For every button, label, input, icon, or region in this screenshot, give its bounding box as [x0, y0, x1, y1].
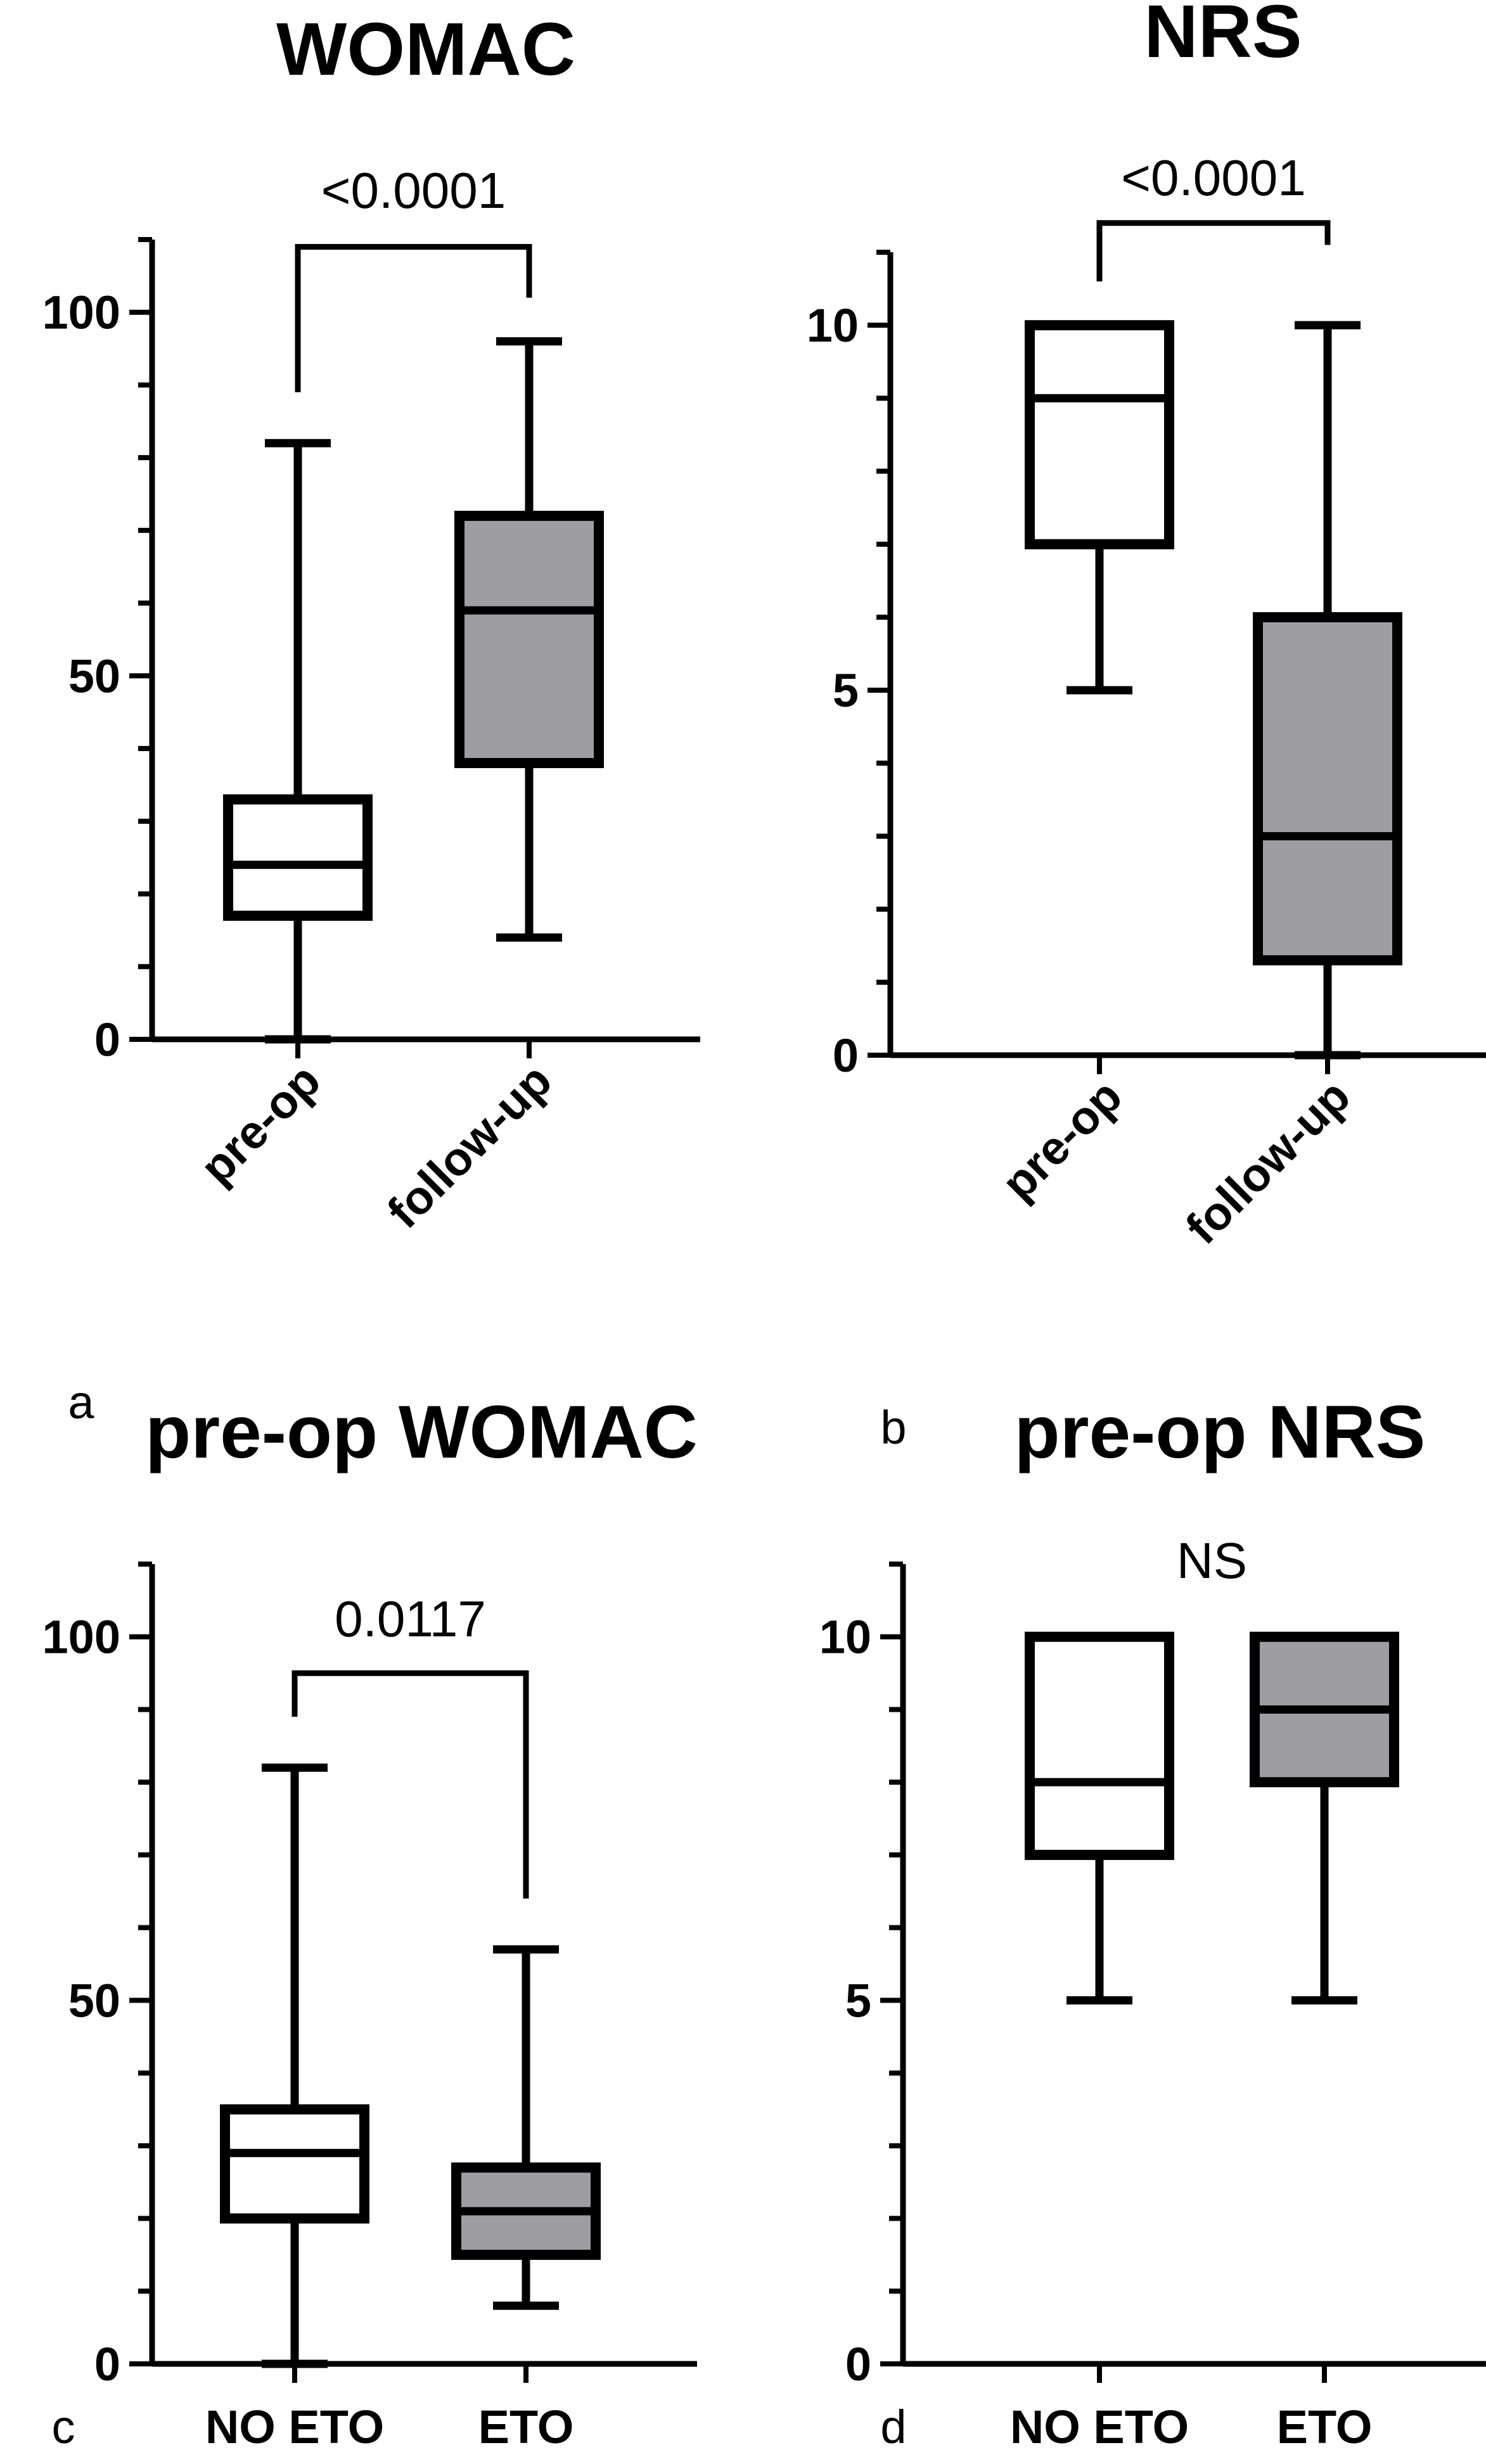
panel-label-b: b: [880, 1401, 906, 1454]
box-pre-op: pre-op: [992, 320, 1174, 1210]
y-tick-label: 100: [42, 286, 120, 339]
iqr-box: [1025, 1631, 1174, 1860]
y-tick-label: 100: [42, 1611, 120, 1664]
iqr-box: [223, 794, 373, 921]
y-tick-label: 0: [94, 2338, 120, 2390]
p-value-label: NS: [1177, 1532, 1247, 1589]
significance-bracket: [295, 243, 532, 392]
y-tick-label: 0: [94, 1013, 120, 1066]
chart-title: pre-op NRS: [1015, 1390, 1426, 1474]
chart-panel-1: WOMAC 0 50 100 pre-op follow-up <0.0001: [42, 8, 700, 1238]
category-label: follow-up: [377, 1054, 561, 1238]
chart-title: NRS: [1144, 0, 1302, 74]
significance-bracket: [291, 1670, 529, 1899]
box-follow-up: follow-up: [377, 337, 604, 1238]
category-label: ETO: [478, 2401, 574, 2453]
panel-label-c: c: [52, 2401, 75, 2453]
y-tick-label: 0: [845, 2338, 871, 2390]
category-label: follow-up: [1175, 1070, 1360, 1254]
category-label: NO ETO: [205, 2401, 384, 2453]
iqr-box: [454, 510, 604, 769]
p-value-label: 0.0117: [335, 1591, 486, 1647]
iqr-box: [220, 2104, 369, 2224]
chart-title: pre-op WOMAC: [145, 1390, 698, 1474]
category-label: pre-op: [992, 1070, 1132, 1210]
p-value-label: <0.0001: [321, 162, 506, 219]
panel-label-a: a: [68, 1376, 94, 1428]
significance-bracket: [1096, 220, 1331, 282]
category-label: NO ETO: [1010, 2401, 1189, 2453]
box-no-eto: NO ETO: [1010, 1631, 1189, 2453]
chart-panel-2: NRS 0 5 10 pre-op follow-up <0.0001: [807, 0, 1486, 1254]
p-value-label: <0.0001: [1121, 150, 1305, 206]
y-tick-label: 50: [68, 650, 120, 702]
y-tick-label: 5: [833, 664, 859, 717]
y-tick-label: 10: [807, 299, 859, 352]
box-no-eto: NO ETO: [205, 1763, 384, 2453]
box-pre-op: pre-op: [190, 439, 373, 1194]
y-tick-label: 5: [845, 1974, 871, 2027]
box-eto: ETO: [451, 1945, 601, 2453]
bracket-line: [291, 1670, 529, 1899]
y-tick-label: 10: [819, 1611, 871, 1664]
y-tick-label: 50: [68, 1974, 120, 2027]
chart-panel-3: pre-op WOMAC 0 50 100 NO ETO ETO 0.0117: [42, 1390, 698, 2453]
bracket-line: [295, 243, 532, 392]
bracket-line: [1096, 220, 1331, 282]
panel-label-d: d: [880, 2401, 906, 2453]
chart-title: WOMAC: [276, 8, 575, 91]
iqr-box: [1025, 320, 1174, 549]
box-follow-up: follow-up: [1175, 321, 1402, 1254]
iqr-box: [1253, 612, 1402, 966]
category-label: pre-op: [190, 1054, 330, 1194]
box-eto: ETO: [1250, 1631, 1399, 2453]
category-label: ETO: [1277, 2401, 1373, 2453]
y-tick-label: 0: [833, 1029, 859, 1082]
chart-panel-4: pre-op NRS 0 5 10 NO ETO ETO NS: [819, 1390, 1486, 2453]
